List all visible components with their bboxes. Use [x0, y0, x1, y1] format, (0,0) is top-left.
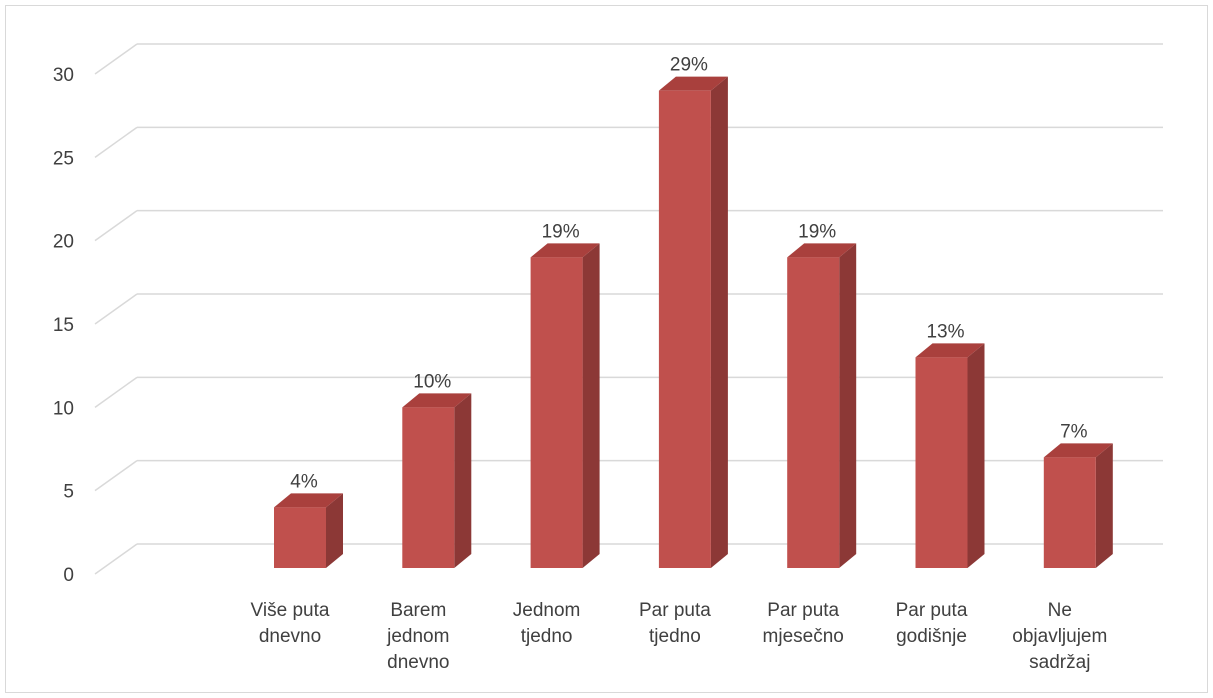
x-category-label-line: Barem	[390, 600, 446, 621]
y-tick-label: 30	[53, 65, 74, 86]
x-category-label-line: Par puta	[767, 600, 839, 621]
x-category-label-line: objavljujem	[1012, 626, 1107, 647]
bar-side	[839, 243, 857, 569]
x-category-label-line: Više puta	[251, 600, 330, 621]
bar	[530, 243, 600, 569]
y-tick-label: 15	[53, 315, 74, 336]
x-category-label: Ne objavljujem sadržaj	[1012, 600, 1107, 673]
bar-front	[530, 257, 583, 568]
bar-top	[402, 393, 472, 408]
bar	[1043, 443, 1113, 568]
data-label: 19%	[542, 221, 580, 242]
bar-front	[274, 507, 326, 568]
bar-top	[658, 76, 728, 91]
x-category-label-line: dnevno	[259, 626, 321, 647]
y-tick-label: 10	[53, 398, 74, 419]
x-category-label-line: dnevno	[387, 652, 449, 673]
x-category-label-line: sadržaj	[1029, 652, 1090, 673]
data-label: 19%	[798, 221, 836, 242]
x-category-label: Barem jednom dnevno	[386, 600, 449, 673]
bar-top	[1043, 443, 1113, 458]
data-label: 4%	[290, 471, 318, 492]
x-category-label-line: tjedno	[649, 626, 701, 647]
x-category-label: Par puta godišnje	[896, 600, 968, 647]
gridline-diagonal	[94, 460, 138, 492]
bar	[915, 343, 985, 568]
data-labels: 4% 10% 19% 29% 19% 13% 7%	[290, 55, 1087, 493]
bar-side	[967, 343, 985, 568]
x-category-label-line: Par puta	[639, 600, 711, 621]
x-category-label-line: Par puta	[896, 600, 968, 621]
bar-side	[1095, 443, 1113, 568]
bar-front	[1043, 457, 1096, 568]
gridline-diagonal	[94, 376, 138, 408]
x-category-label-line: mjesečno	[763, 626, 844, 647]
bar-front	[402, 407, 455, 568]
chart-frame	[5, 5, 1208, 693]
data-label: 7%	[1060, 421, 1088, 442]
x-category-label-line: tjedno	[521, 626, 573, 647]
bar-front	[787, 257, 840, 568]
gridline-diagonal	[94, 43, 138, 75]
y-tick-label: 20	[53, 232, 74, 253]
bar-top	[787, 243, 857, 258]
y-tick-label: 25	[53, 148, 74, 169]
x-category-label: Par puta tjedno	[639, 600, 711, 647]
bar-side	[710, 76, 728, 569]
gridline-diagonal	[94, 210, 138, 242]
bars	[274, 76, 1113, 569]
x-category-label-line: Jednom	[513, 600, 581, 621]
x-axis-category-labels: Više puta dnevno Barem jednom dnevno Jednom tj…	[251, 600, 1108, 673]
x-category-label-line: jednom	[386, 626, 449, 647]
x-category-label: Više puta dnevno	[251, 600, 330, 647]
bar-side	[582, 243, 600, 569]
gridline-diagonal	[94, 126, 138, 158]
y-tick-label: 5	[63, 482, 74, 503]
bar	[402, 393, 472, 568]
data-label: 13%	[926, 321, 964, 342]
bar-side	[326, 493, 343, 568]
bar-top	[274, 493, 343, 508]
gridline-diagonal	[94, 543, 138, 575]
gridlines	[94, 43, 1163, 575]
x-category-label-line: godišnje	[896, 626, 967, 647]
data-label: 29%	[670, 55, 708, 76]
y-tick-label: 0	[63, 565, 74, 586]
data-label: 10%	[413, 371, 451, 392]
bar-front	[658, 90, 711, 569]
bar	[274, 493, 343, 568]
bar	[787, 243, 857, 569]
bar-side	[454, 393, 472, 568]
x-category-label: Par puta mjesečno	[763, 600, 844, 647]
bar-front	[915, 357, 968, 568]
bar-top	[530, 243, 600, 258]
bar-top	[915, 343, 985, 358]
bar	[658, 76, 728, 569]
gridline-diagonal	[94, 293, 138, 325]
y-axis-tick-labels: 0 5 10 15 20 25 30	[53, 65, 74, 586]
x-category-label-line: Ne	[1048, 600, 1072, 621]
x-category-label: Jednom tjedno	[513, 600, 581, 647]
